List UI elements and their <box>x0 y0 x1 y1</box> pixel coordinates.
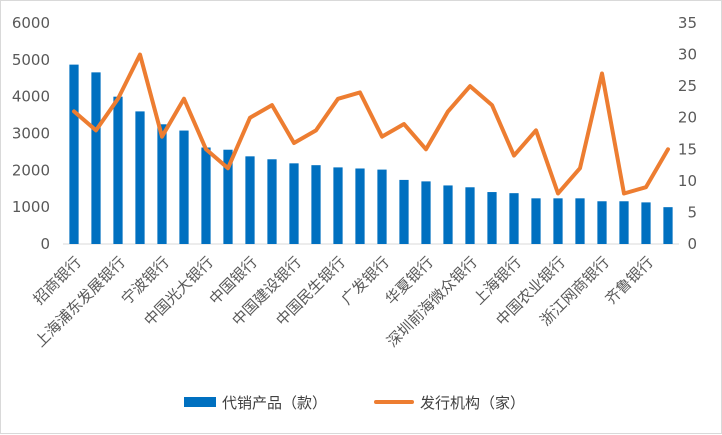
bar <box>443 185 452 244</box>
bar <box>377 170 386 244</box>
right-tick-label: 0 <box>687 235 697 253</box>
bar <box>245 156 254 244</box>
bar <box>311 165 320 244</box>
bar <box>465 187 474 244</box>
legend-bar-label: 代销产品（款） <box>222 394 327 412</box>
left-tick-label: 1000 <box>12 198 50 216</box>
left-tick-label: 0 <box>40 235 50 253</box>
bar <box>201 148 210 245</box>
bar <box>267 159 276 244</box>
right-tick-label: 20 <box>678 109 697 127</box>
bar <box>597 201 606 244</box>
bar <box>641 202 650 244</box>
left-tick-label: 5000 <box>12 51 50 69</box>
category-label: 广发银行 <box>338 253 393 308</box>
legend: 代销产品（款） 发行机构（家） <box>184 394 525 412</box>
legend-bar-swatch <box>184 397 216 407</box>
right-axis-ticks: 0 5 10 15 20 25 30 35 <box>678 14 697 253</box>
left-tick-label: 6000 <box>12 14 50 32</box>
right-tick-label: 30 <box>678 46 697 64</box>
bar <box>91 72 100 244</box>
left-tick-label: 3000 <box>12 125 50 143</box>
left-tick-label: 2000 <box>12 161 50 179</box>
bar <box>113 97 122 244</box>
bar <box>619 201 628 244</box>
bar <box>135 111 144 244</box>
left-tick-label: 4000 <box>12 88 50 106</box>
right-tick-label: 15 <box>678 140 697 158</box>
right-tick-label: 10 <box>678 172 697 190</box>
bar <box>399 180 408 244</box>
bar <box>69 65 78 244</box>
bar <box>509 193 518 244</box>
right-tick-label: 35 <box>678 14 697 32</box>
bar <box>355 168 364 244</box>
bar <box>553 198 562 244</box>
bar <box>531 198 540 244</box>
right-tick-label: 25 <box>678 77 697 95</box>
category-label: 齐鲁银行 <box>602 253 657 308</box>
category-labels: 招商银行上海浦东发展银行宁波银行中国光大银行中国银行中国建设银行中国民生银行广发… <box>30 253 657 351</box>
left-axis-ticks: 0 1000 2000 3000 4000 5000 6000 <box>12 14 50 253</box>
bar <box>157 124 166 244</box>
bar <box>575 198 584 244</box>
bar <box>333 167 342 244</box>
bar <box>179 131 188 244</box>
bar <box>663 207 672 244</box>
right-tick-label: 5 <box>687 203 697 221</box>
bar <box>289 163 298 244</box>
legend-line-label: 发行机构（家） <box>420 394 525 412</box>
bar <box>487 192 496 244</box>
bar <box>421 181 430 244</box>
